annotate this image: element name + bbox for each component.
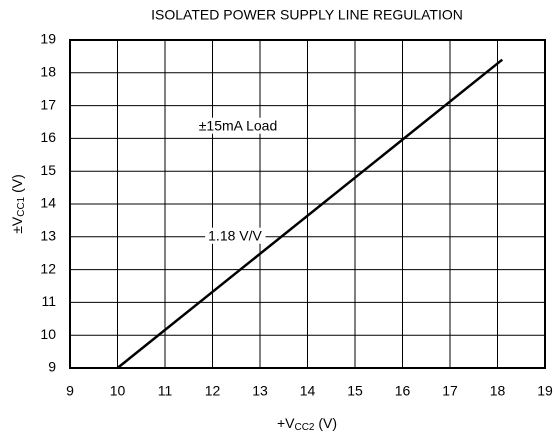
x-tick-label: 17 [442,383,458,399]
y-tick-label: 10 [40,326,56,342]
data-line [116,58,504,369]
chart-title: ISOLATED POWER SUPPLY LINE REGULATION [151,7,463,23]
y-tick-label: 12 [40,260,56,276]
x-tick-label: 12 [205,383,221,399]
x-tick-label: 10 [110,383,126,399]
x-tick-label: 11 [158,383,173,399]
y-tick-label: 14 [40,195,56,211]
y-tick-label: 19 [40,31,56,47]
annotation-bg [195,117,281,134]
y-axis-label: ±VCC1 (V) [9,174,27,234]
y-tick-label: 18 [40,64,56,80]
annotation-bg [205,227,266,244]
x-axis-label: +VCC2 (V) [277,415,337,433]
annotation: 1.18 V/V [208,228,262,244]
x-tick-label: 15 [347,383,363,399]
y-tick-label: 15 [40,162,56,178]
y-tick-label: 11 [41,293,56,309]
x-tick-label: 14 [300,383,316,399]
annotation: ±15mA Load [199,118,278,134]
y-tick-label: 13 [40,228,56,244]
y-tick-label: 9 [48,359,56,375]
x-tick-label: 16 [395,383,411,399]
x-tick-label: 18 [490,383,506,399]
x-tick-label: 13 [252,383,268,399]
y-tick-label: 16 [40,129,56,145]
x-tick-label: 9 [66,383,74,399]
y-tick-label: 17 [40,96,56,112]
x-tick-label: 19 [537,383,553,399]
plot-border [69,39,546,369]
